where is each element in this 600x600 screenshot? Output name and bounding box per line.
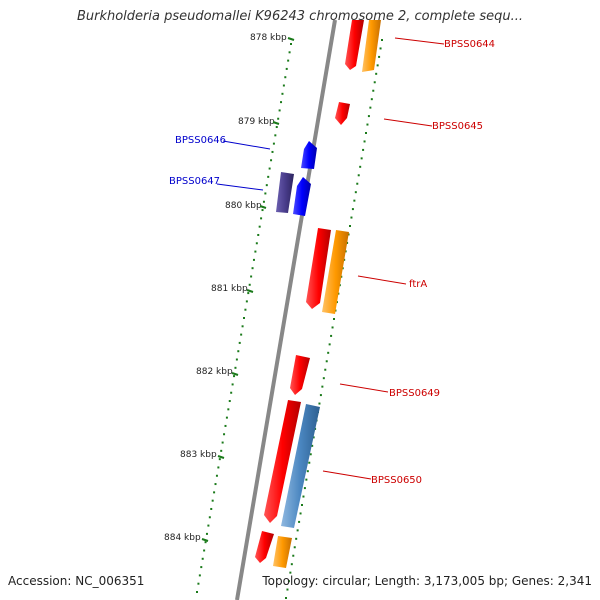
ruler-label: 879 kbp [238, 117, 275, 127]
ruler-ticks-outer [285, 39, 383, 599]
ruler-label: 881 kbp [211, 284, 248, 294]
ruler-label: 884 kbp [164, 533, 201, 543]
map-title: Burkholderia pseudomallei K96243 chromos… [76, 9, 524, 24]
gene-label-bpss0647[interactable]: BPSS0647 [169, 176, 220, 187]
cds-feature-bpss0650[interactable] [281, 404, 320, 528]
gene-feature-ftra[interactable] [306, 228, 331, 309]
ruler-label: 878 kbp [250, 33, 287, 43]
gene-label-bpss0645[interactable]: BPSS0645 [432, 121, 483, 132]
chromosome-backbone [235, 19, 337, 600]
gene-feature-bpss0649[interactable] [290, 355, 310, 395]
gene-feature-bpss0647[interactable] [293, 177, 311, 216]
cds-feature-partial[interactable] [273, 536, 292, 568]
gene-feature-partial[interactable] [255, 531, 274, 563]
ruler-major-ticks [201, 37, 295, 542]
gene-feature-bpss0644[interactable] [345, 20, 364, 70]
ruler-label: 882 kbp [196, 367, 233, 377]
ruler-labels: 878 kbp 879 kbp 880 kbp 881 kbp 882 kbp … [164, 33, 287, 543]
gene-label-bpss0649[interactable]: BPSS0649 [389, 388, 440, 399]
cds-feature-bpss0647[interactable] [276, 172, 294, 213]
gene-label-ftra[interactable]: ftrA [409, 279, 427, 290]
topology-text: Topology: circular; Length: 3,173,005 bp… [262, 574, 592, 588]
label-leaders [216, 37, 445, 480]
cds-feature-ftra[interactable] [322, 230, 349, 314]
gene-label-bpss0646[interactable]: BPSS0646 [175, 135, 226, 146]
gene-feature-bpss0650[interactable] [264, 400, 301, 523]
accession-text: Accession: NC_006351 [8, 574, 145, 588]
gene-feature-bpss0646[interactable] [301, 141, 317, 169]
ruler-ticks-inner [196, 43, 292, 593]
ruler-label: 883 kbp [180, 450, 217, 460]
cds-feature-bpss0644[interactable] [362, 20, 381, 72]
gene-feature-bpss0645[interactable] [335, 102, 350, 125]
gene-label-bpss0644[interactable]: BPSS0644 [444, 39, 495, 50]
ruler-label: 880 kbp [225, 201, 262, 211]
gene-label-bpss0650[interactable]: BPSS0650 [371, 475, 422, 486]
